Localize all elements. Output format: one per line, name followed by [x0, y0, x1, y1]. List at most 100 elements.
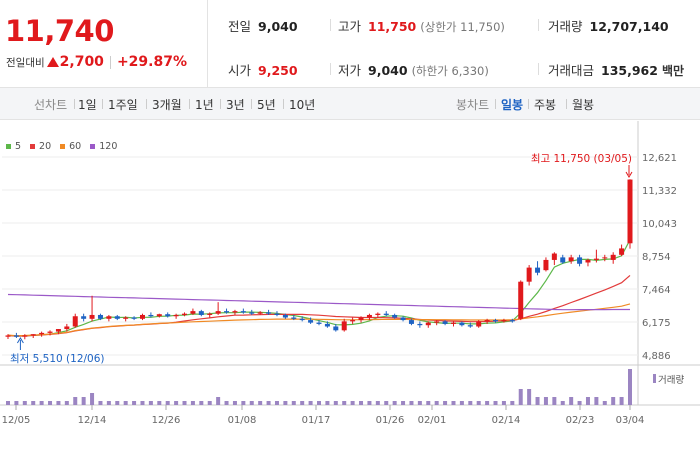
volume-bar [443, 401, 448, 405]
candle-body [22, 335, 28, 337]
volume-bar [39, 401, 44, 405]
stock-header: 11,740 전일대비 2,700 +29.87% 전일 9,040 고가 11… [0, 0, 700, 88]
stat-unit: 백만 [661, 64, 685, 78]
stat-sub: (상한가 11,750) [420, 20, 505, 34]
x-tick-label: 01/17 [302, 415, 331, 426]
volume-bar [216, 397, 221, 405]
candle [13, 332, 19, 339]
x-tick-label: 02/23 [566, 415, 595, 426]
candles [5, 179, 633, 340]
candle [341, 318, 347, 332]
candle-body [215, 311, 221, 314]
candle [350, 317, 356, 324]
candle-body [577, 257, 583, 264]
volume-bar [476, 401, 481, 405]
volume-bar [577, 401, 582, 405]
period-1w[interactable]: 1주일 [108, 98, 138, 112]
candle-body [467, 325, 473, 327]
volume-bar [468, 401, 473, 405]
period-1d[interactable]: 1일 [78, 98, 97, 112]
stat-low: 저가 9,040 (하한가 6,330) [338, 60, 489, 79]
volume-bar [106, 401, 111, 405]
legend-item-ma60: 60 [60, 141, 81, 152]
candle [450, 321, 456, 327]
candle-daily[interactable]: 일봉 [501, 98, 524, 112]
change-label: 전일대비 [6, 56, 45, 69]
candle [417, 321, 423, 328]
candle [358, 316, 364, 323]
y-axis: 12,621 11,332 10,043 8,754 7,464 6,175 4,886 [642, 153, 677, 362]
divider [538, 63, 539, 75]
candle-weekly[interactable]: 주봉 [534, 98, 557, 112]
candle [425, 321, 431, 328]
candle-body [123, 317, 129, 319]
period-10y[interactable]: 10년 [289, 98, 316, 112]
candle [123, 316, 129, 322]
candle [55, 329, 61, 335]
candle [493, 318, 499, 323]
x-tick-label: 12/26 [152, 415, 181, 426]
volume-bar [157, 401, 162, 405]
stat-volume: 거래량 12,707,140 [548, 16, 669, 35]
stat-label: 저가 [338, 63, 362, 78]
candle-body [64, 326, 70, 330]
current-price: 11,740 [5, 14, 114, 48]
divider [283, 99, 284, 109]
max-annotation: 최고 11,750 (03/05) [531, 153, 632, 165]
candle [509, 318, 515, 323]
volume-bar [350, 401, 355, 405]
period-3m[interactable]: 3개월 [152, 98, 182, 112]
candle [610, 252, 616, 264]
period-5y[interactable]: 5년 [257, 98, 276, 112]
candle [324, 321, 330, 328]
max-arrow-head [625, 171, 633, 178]
volume-bar [434, 401, 439, 405]
legend-item-ma20: 20 [30, 141, 51, 152]
candle-body [72, 316, 78, 327]
volume-bar [493, 401, 498, 405]
candle-body [165, 314, 171, 317]
candle-monthly[interactable]: 월봉 [572, 98, 595, 112]
volume-bar [207, 401, 212, 405]
price-box: 11,740 전일대비 2,700 +29.87% [0, 0, 208, 88]
volume-bar [375, 401, 380, 405]
volume-bar [241, 401, 246, 405]
candle-body [182, 313, 188, 315]
period-3y[interactable]: 3년 [226, 98, 245, 112]
volume-bar [569, 397, 574, 405]
volume-bar [115, 401, 120, 405]
divider [220, 99, 221, 109]
y-tick-label: 8,754 [642, 252, 671, 263]
volume-bar [81, 397, 86, 405]
candle [299, 316, 305, 322]
candle [333, 323, 339, 332]
candle [173, 313, 179, 319]
volume-bar [401, 401, 406, 405]
volume-bar [64, 401, 69, 405]
candle-body [30, 334, 36, 336]
candle [131, 316, 137, 321]
candle [156, 313, 162, 318]
volume-bar [174, 401, 179, 405]
volume-bar [459, 401, 464, 405]
candle-body [425, 322, 431, 326]
divider [330, 19, 331, 31]
candle [484, 318, 490, 324]
candle-body [450, 322, 456, 324]
volume-bar [392, 401, 397, 405]
candle [619, 244, 625, 257]
period-1y[interactable]: 1년 [195, 98, 214, 112]
candle-chart-label: 봉차트 [456, 98, 490, 112]
candle-body [392, 314, 398, 318]
candle-body [207, 313, 213, 315]
candle-body [299, 318, 305, 321]
candle-body [509, 320, 515, 322]
divider [146, 99, 147, 109]
volume-bar [31, 401, 36, 405]
candle-body [266, 312, 272, 314]
divider [189, 99, 190, 109]
volume-bar [283, 401, 288, 405]
candle [240, 308, 246, 314]
candle-body [602, 257, 608, 259]
